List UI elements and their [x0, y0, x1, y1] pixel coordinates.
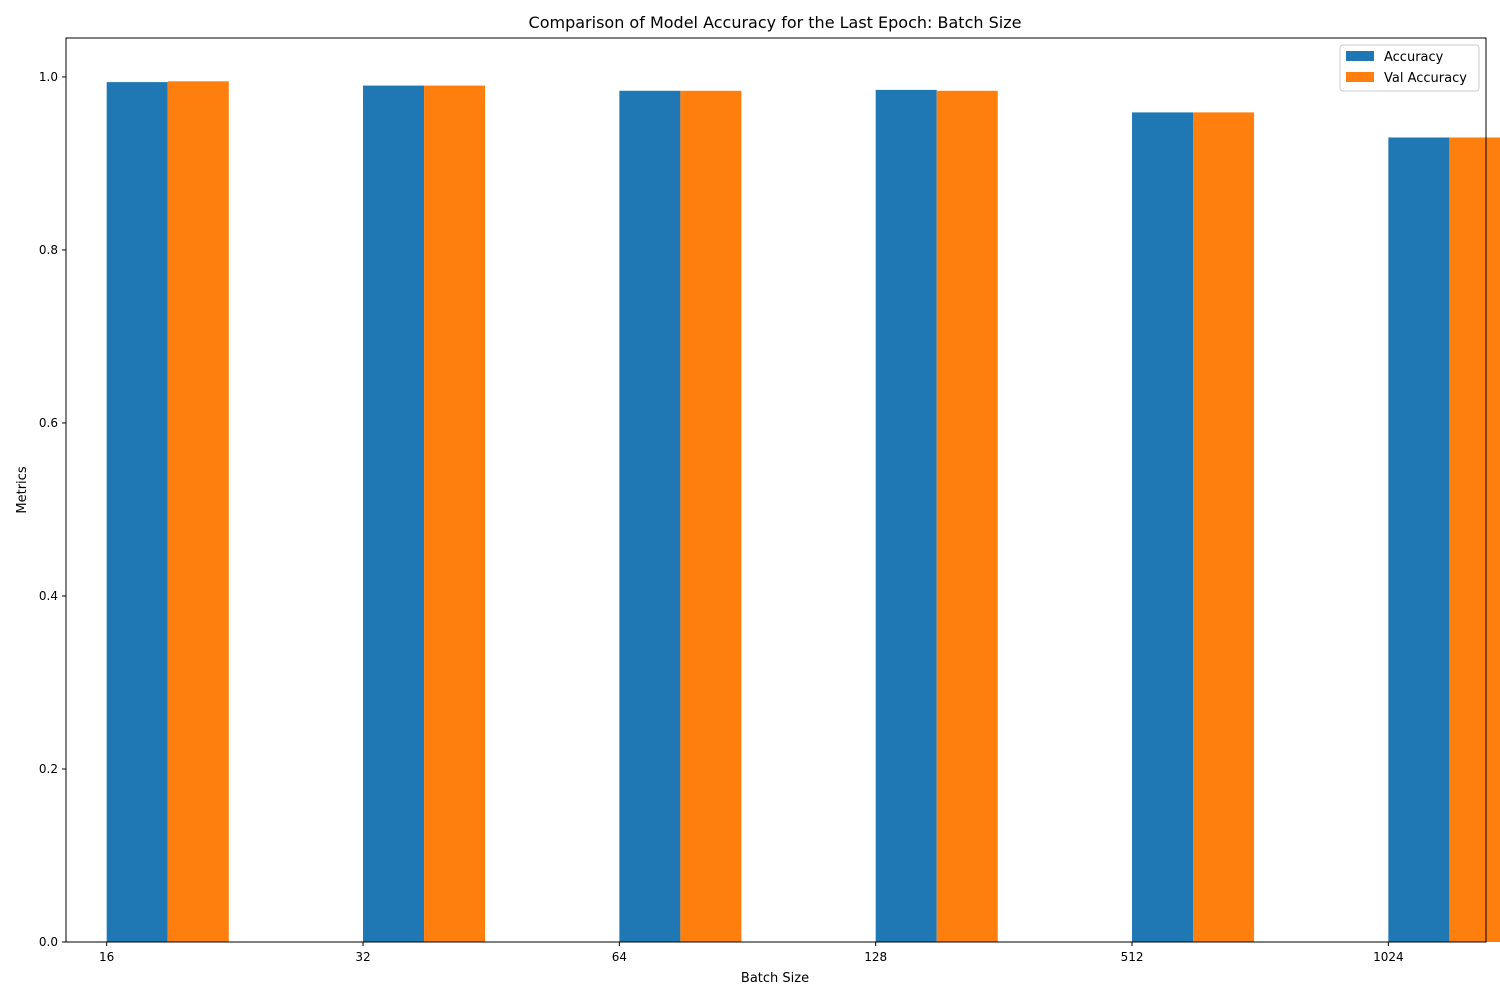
bar-val-accuracy-32	[424, 85, 486, 942]
bar-accuracy-512	[1132, 112, 1194, 942]
x-tick-label: 512	[1121, 950, 1144, 964]
bar-accuracy-16	[106, 82, 168, 943]
y-tick-label: 0.6	[39, 416, 58, 430]
y-axis-label: Metrics	[15, 466, 30, 513]
bar-val-accuracy-512	[1193, 112, 1255, 942]
bar-accuracy-128	[875, 89, 937, 943]
plot-frame	[65, 37, 1487, 943]
bar-val-accuracy-128	[936, 90, 998, 942]
x-tick-label: 1024	[1373, 950, 1404, 964]
x-tick-label: 32	[355, 950, 370, 964]
y-tick-label: 0.0	[39, 935, 58, 949]
y-tick-label: 0.2	[39, 762, 58, 776]
bar-accuracy-64	[619, 90, 681, 942]
bar-accuracy-1024	[1388, 137, 1450, 942]
x-axis-label: Batch Size	[741, 971, 809, 986]
legend-swatch	[1346, 51, 1374, 61]
legend-entry: Accuracy	[1384, 50, 1444, 65]
plot-area: 0.0 0.2 0.4 0.6 0.8 1.0 16 32 64 128 512 1024	[39, 70, 1500, 964]
legend-entry: Val Accuracy	[1384, 71, 1467, 86]
legend-box	[1339, 44, 1480, 92]
y-tick-label: 0.4	[39, 589, 58, 603]
x-tick-label: 64	[612, 950, 627, 964]
chart-title: Comparison of Model Accuracy for the Las…	[529, 13, 1022, 32]
x-tick-label: 16	[99, 950, 114, 964]
legend-swatch	[1346, 72, 1374, 82]
x-tick-label: 128	[864, 950, 887, 964]
bar-accuracy-32	[363, 85, 425, 942]
bar-val-accuracy-64	[680, 90, 742, 942]
bar-val-accuracy-16	[167, 81, 229, 942]
bar-val-accuracy-1024	[1449, 137, 1500, 942]
y-tick-label: 0.8	[39, 243, 58, 257]
y-tick-label: 1.0	[39, 70, 58, 84]
legend: Accuracy Val Accuracy	[1339, 44, 1480, 92]
